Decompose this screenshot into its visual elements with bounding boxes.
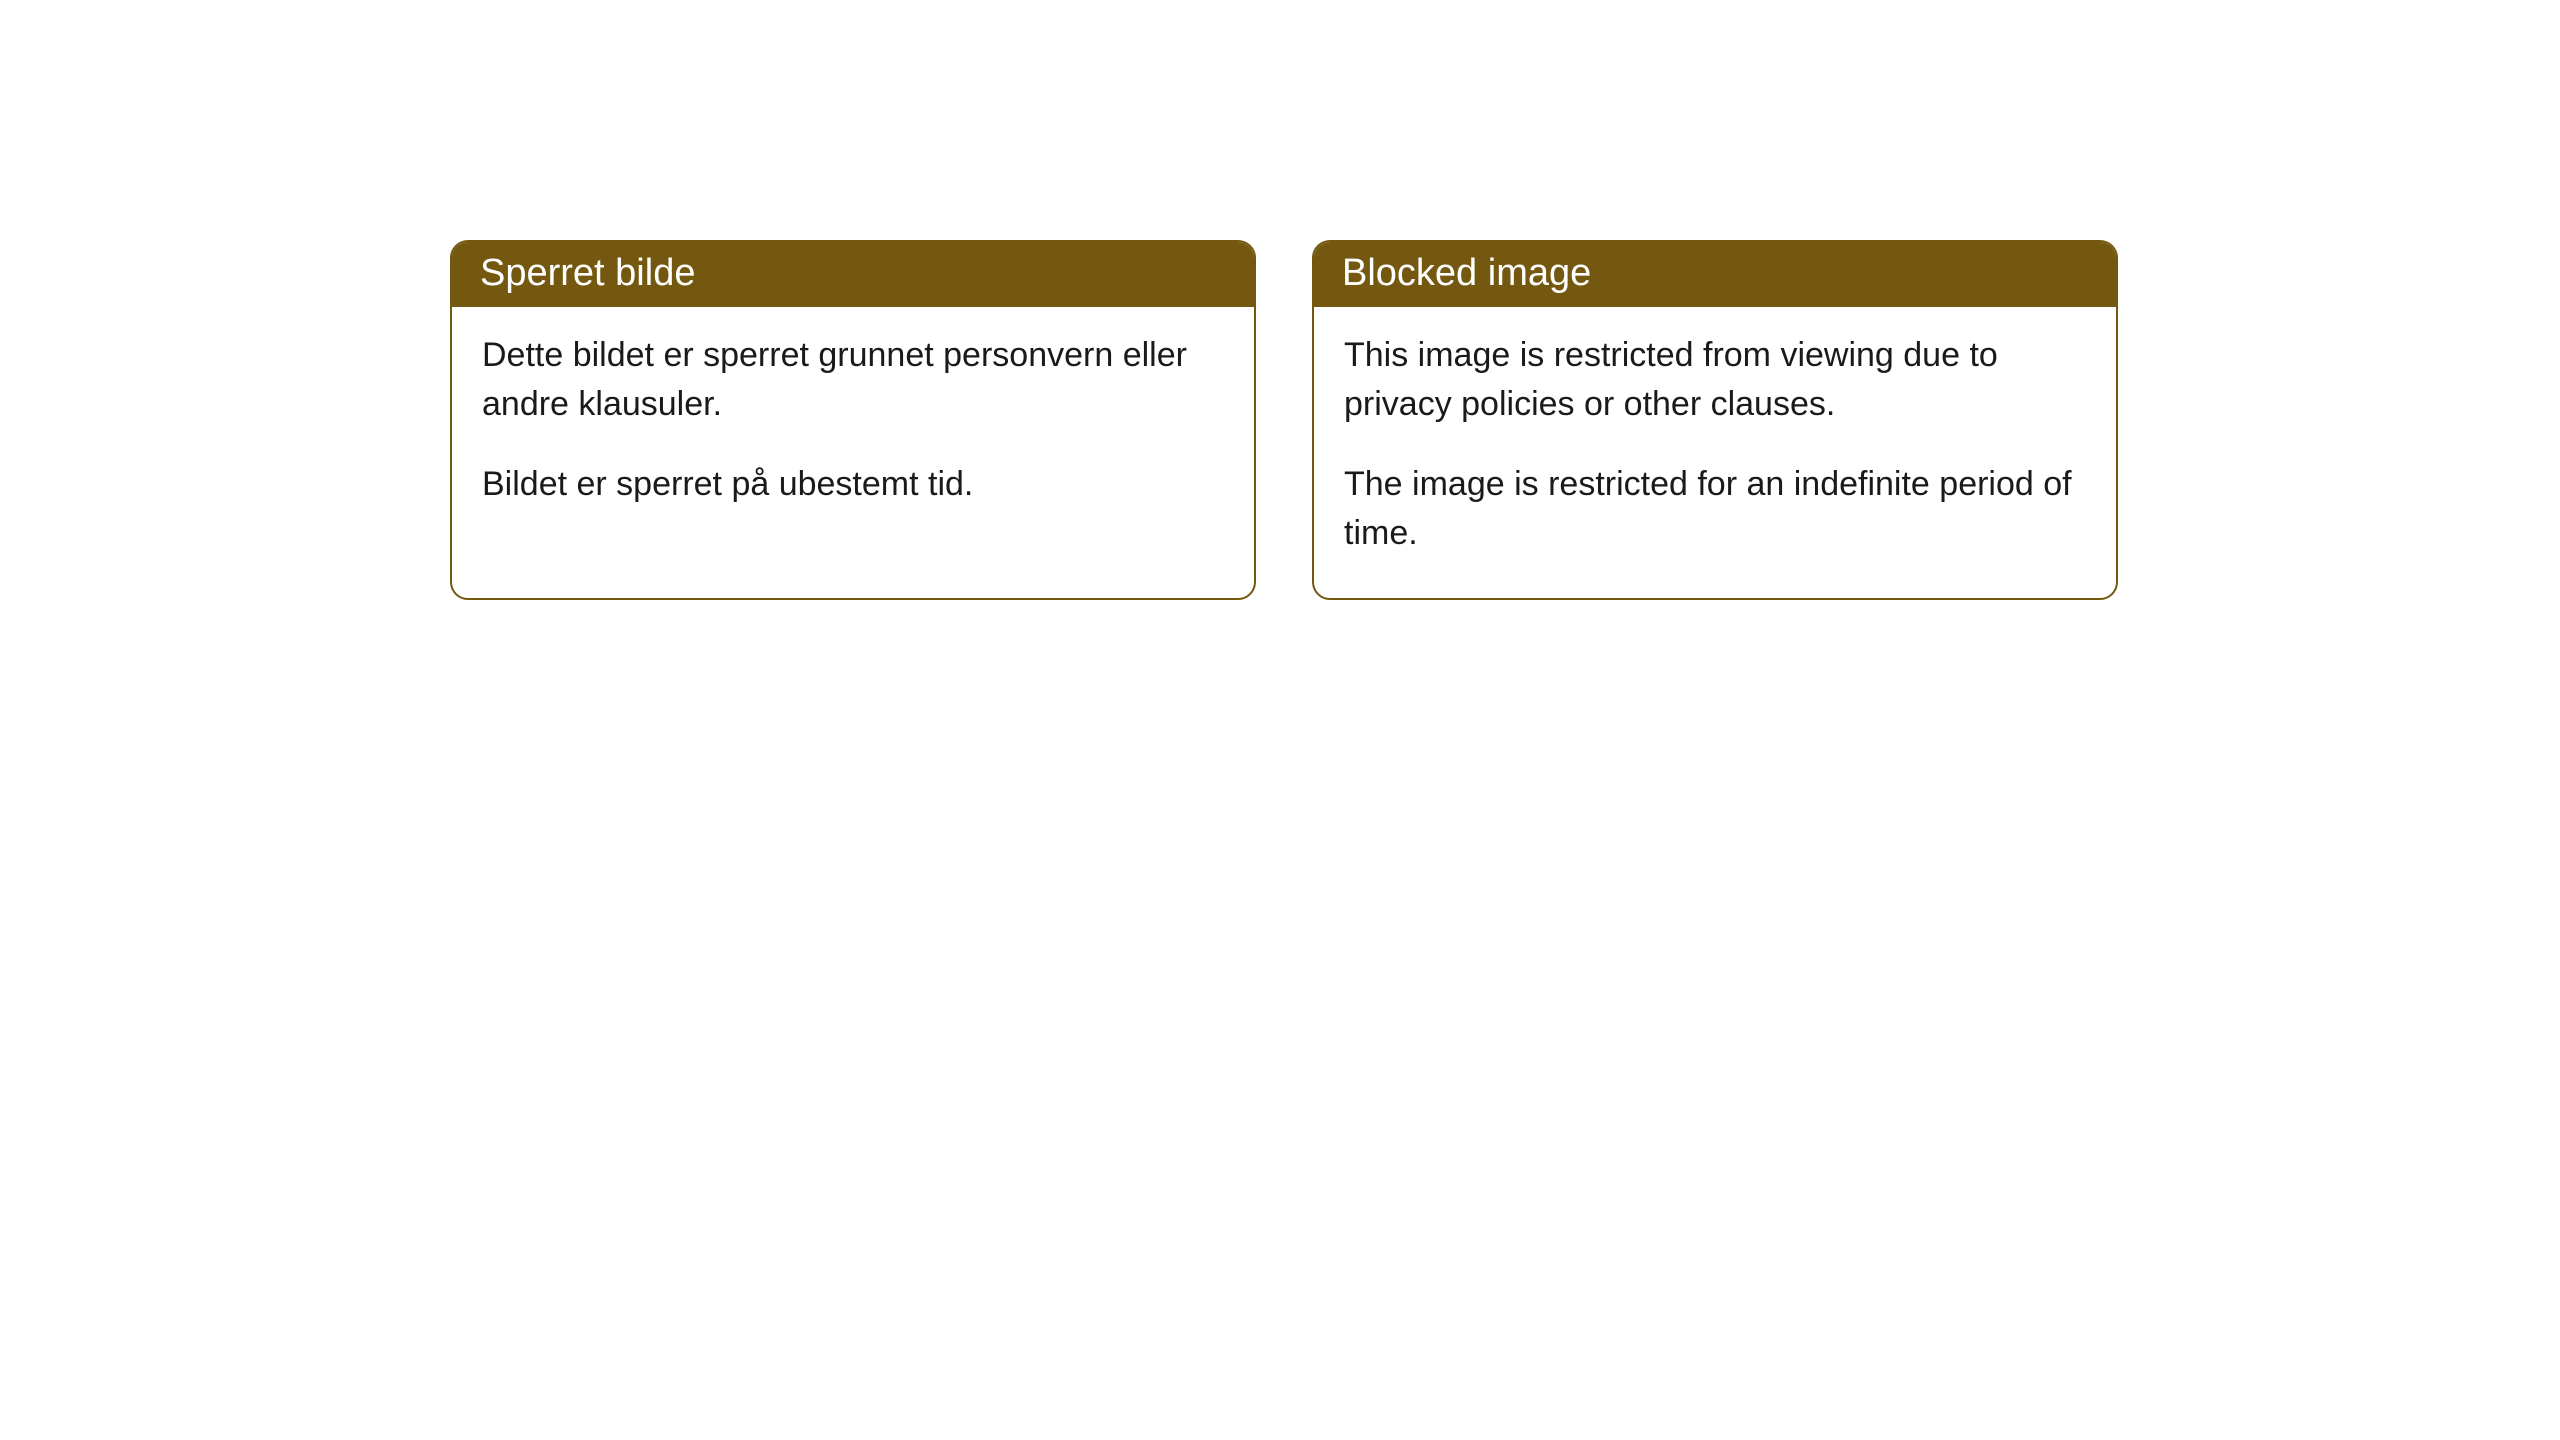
card-title: Sperret bilde bbox=[480, 252, 695, 294]
card-body: Dette bildet er sperret grunnet personve… bbox=[452, 307, 1254, 549]
card-header: Sperret bilde bbox=[452, 242, 1254, 307]
notice-cards-container: Sperret bilde Dette bildet er sperret gr… bbox=[450, 240, 2560, 600]
card-paragraph: Dette bildet er sperret grunnet personve… bbox=[482, 331, 1224, 430]
card-paragraph: This image is restricted from viewing du… bbox=[1344, 331, 2086, 430]
notice-card-english: Blocked image This image is restricted f… bbox=[1312, 240, 2118, 600]
card-paragraph: The image is restricted for an indefinit… bbox=[1344, 460, 2086, 559]
notice-card-norwegian: Sperret bilde Dette bildet er sperret gr… bbox=[450, 240, 1256, 600]
card-body: This image is restricted from viewing du… bbox=[1314, 307, 2116, 598]
card-header: Blocked image bbox=[1314, 242, 2116, 307]
card-paragraph: Bildet er sperret på ubestemt tid. bbox=[482, 460, 1224, 509]
card-title: Blocked image bbox=[1342, 252, 1591, 294]
